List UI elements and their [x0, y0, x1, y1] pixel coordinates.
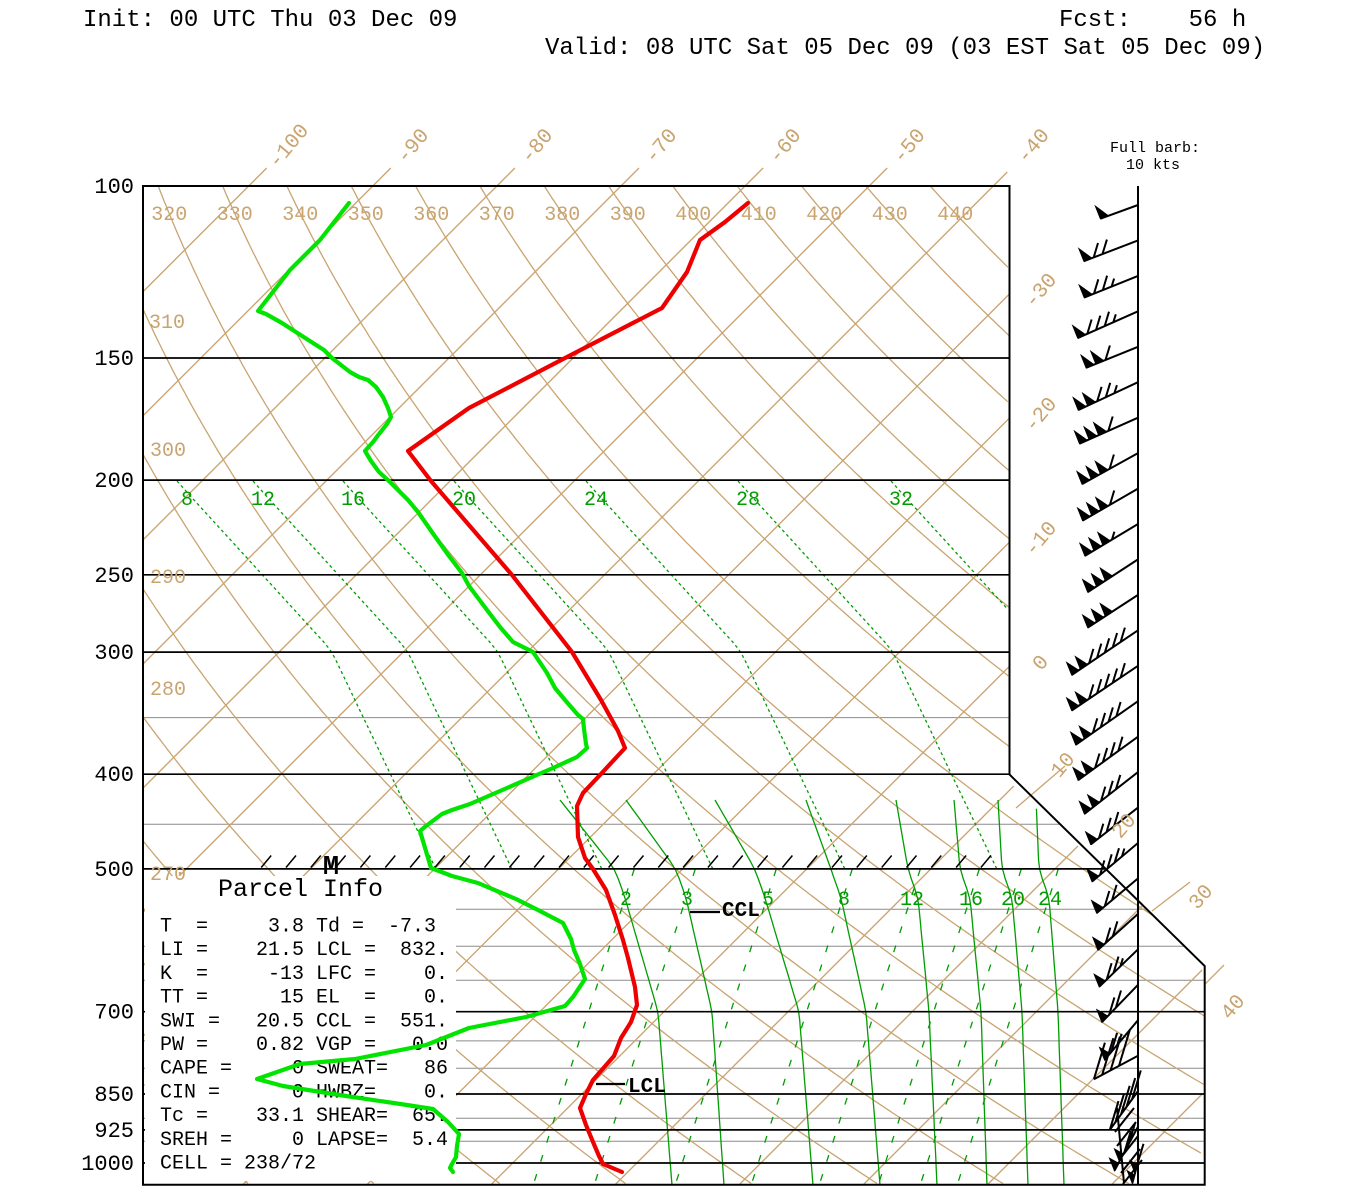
svg-text:8: 8 — [838, 889, 850, 912]
svg-text:360: 360 — [413, 204, 449, 227]
svg-text:700: 700 — [94, 1001, 134, 1026]
svg-text:10 kts: 10 kts — [1126, 157, 1180, 174]
svg-text:3: 3 — [681, 889, 693, 912]
svg-text:0: 0 — [1029, 652, 1055, 676]
svg-text:Full barb:: Full barb: — [1110, 140, 1200, 157]
svg-text:20: 20 — [1108, 810, 1142, 844]
svg-text:Tc = 33.1 SHEAR= 65.: Tc = 33.1 SHEAR= 65. — [160, 1105, 448, 1128]
svg-text:320: 320 — [151, 204, 187, 227]
svg-text:430: 430 — [872, 204, 908, 227]
svg-text:30: 30 — [1185, 881, 1219, 915]
svg-text:16: 16 — [959, 889, 983, 912]
svg-text:270: 270 — [150, 864, 186, 887]
svg-text:Init: 00 UTC Thu 03 Dec 09: Init: 00 UTC Thu 03 Dec 09 — [83, 7, 457, 34]
svg-text:400: 400 — [675, 204, 711, 227]
svg-text:380: 380 — [544, 204, 580, 227]
svg-text:100: 100 — [94, 175, 134, 200]
svg-text:310: 310 — [149, 312, 185, 335]
svg-text:-80: -80 — [517, 125, 559, 169]
svg-text:290: 290 — [150, 567, 186, 590]
svg-text:440: 440 — [937, 204, 973, 227]
svg-text:32: 32 — [889, 489, 913, 512]
svg-text:1000: 1000 — [81, 1152, 134, 1177]
svg-text:5: 5 — [762, 889, 774, 912]
svg-text:390: 390 — [610, 204, 646, 227]
svg-text:300: 300 — [94, 641, 134, 666]
svg-text:8: 8 — [181, 489, 193, 512]
svg-text:280: 280 — [150, 679, 186, 702]
svg-text:-50: -50 — [889, 125, 931, 169]
svg-text:16: 16 — [341, 489, 365, 512]
svg-text:150: 150 — [94, 347, 134, 372]
svg-text:-30: -30 — [1021, 270, 1063, 314]
svg-text:330: 330 — [217, 204, 253, 227]
svg-text:420: 420 — [806, 204, 842, 227]
svg-text:2: 2 — [620, 889, 632, 912]
svg-text:12: 12 — [900, 889, 924, 912]
svg-text:Parcel Info: Parcel Info — [218, 875, 383, 904]
svg-text:CIN = 0 HWBZ= 0.: CIN = 0 HWBZ= 0. — [160, 1081, 448, 1104]
svg-text:20: 20 — [452, 489, 476, 512]
svg-text:28: 28 — [736, 489, 760, 512]
svg-text:24: 24 — [584, 489, 608, 512]
svg-text:-70: -70 — [641, 125, 683, 169]
svg-text:-60: -60 — [765, 125, 807, 169]
svg-text:CCL: CCL — [722, 900, 760, 923]
svg-text:350: 350 — [348, 204, 384, 227]
svg-text:500: 500 — [94, 858, 134, 883]
svg-text:TT = 15 EL = 0.: TT = 15 EL = 0. — [160, 987, 448, 1010]
svg-text:SWI = 20.5 CCL = 551.: SWI = 20.5 CCL = 551. — [160, 1010, 448, 1033]
svg-text:LCL: LCL — [628, 1076, 666, 1099]
svg-text:370: 370 — [479, 204, 515, 227]
svg-text:400: 400 — [94, 763, 134, 788]
svg-text:-20: -20 — [1021, 394, 1063, 438]
svg-text:250: 250 — [94, 564, 134, 589]
svg-text:20: 20 — [1001, 889, 1025, 912]
svg-text:Valid: 08 UTC Sat 05 Dec 09 (0: Valid: 08 UTC Sat 05 Dec 09 (03 EST Sat … — [545, 35, 1265, 62]
svg-text:-90: -90 — [393, 125, 435, 169]
svg-text:Fcst: 56 h: Fcst: 56 h — [1059, 7, 1246, 34]
svg-text:LI = 21.5 LCL = 832.: LI = 21.5 LCL = 832. — [160, 939, 448, 962]
svg-text:10: 10 — [1047, 749, 1081, 783]
svg-text:340: 340 — [282, 204, 318, 227]
svg-text:24: 24 — [1038, 889, 1062, 912]
svg-text:SREH = 0 LAPSE= 5.4: SREH = 0 LAPSE= 5.4 — [160, 1129, 448, 1152]
svg-text:40: 40 — [1217, 991, 1251, 1025]
svg-text:M: M — [323, 853, 339, 883]
svg-text:850: 850 — [94, 1083, 134, 1108]
svg-text:CELL = 238/72: CELL = 238/72 — [160, 1153, 316, 1176]
svg-text:-100: -100 — [265, 120, 315, 173]
svg-text:K = -13 LFC = 0.: K = -13 LFC = 0. — [160, 963, 448, 986]
svg-text:T = 3.8 Td = -7.3: T = 3.8 Td = -7.3 — [160, 916, 436, 939]
svg-text:CAPE = 0 SWEAT= 86: CAPE = 0 SWEAT= 86 — [160, 1058, 448, 1081]
svg-text:300: 300 — [150, 440, 186, 463]
svg-text:410: 410 — [741, 204, 777, 227]
svg-text:PW = 0.82 VGP = 0.0: PW = 0.82 VGP = 0.0 — [160, 1034, 448, 1057]
svg-text:12: 12 — [251, 489, 275, 512]
svg-text:925: 925 — [94, 1119, 134, 1144]
svg-text:-40: -40 — [1013, 125, 1055, 169]
svg-text:200: 200 — [94, 469, 134, 494]
svg-text:-10: -10 — [1021, 518, 1063, 562]
